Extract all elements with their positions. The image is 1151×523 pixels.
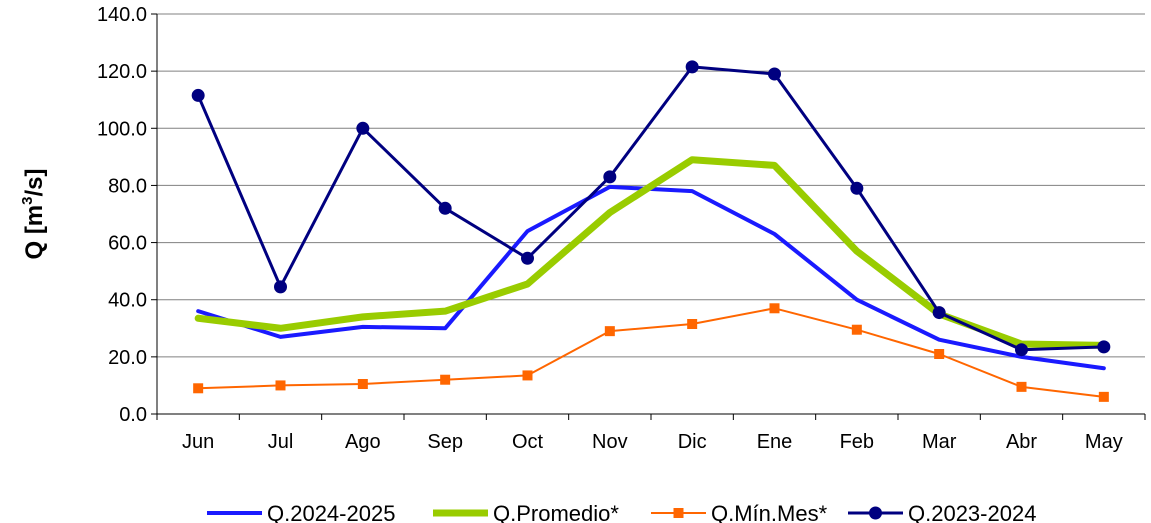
x-tick-label: Ene [757,431,793,453]
legend-entry: Q.2023-2024 [848,501,1036,523]
data-point [1015,343,1028,357]
series-line [196,65,1106,352]
legend-entry: Q.Mín.Mes* [651,501,828,523]
data-point [604,326,615,337]
data-point [687,319,698,329]
series-layer [191,60,1111,402]
series-line [194,156,1108,349]
legend-entry: Q.2024-2025 [207,501,395,523]
data-point [768,67,781,81]
legend: Q.2024-2025 Q.Promedio* Q.Mín.Mes* Q.2023-2… [207,501,1036,523]
series-q-promedio- [194,156,1108,349]
y-tick-labels: 0.0 20.0 40.0 60.0 80.0 100.0 120.0 140.0 [97,4,147,426]
data-point [274,280,287,294]
data-point [769,303,780,314]
x-tick-label: Oct [512,431,544,453]
data-point [1098,391,1109,402]
y-tick-label: 140.0 [97,4,147,26]
x-tick-label: Feb [840,431,874,453]
data-point [685,60,699,74]
x-tick-label: Ago [345,431,381,453]
axes [151,13,1146,420]
data-point [191,88,205,102]
data-point [440,374,451,385]
data-point [357,379,368,389]
x-tick-label: May [1085,431,1123,453]
y-tick-label: 20.0 [108,347,147,369]
data-point [603,170,617,184]
x-tick-labels: Jun Jul Ago Sep Oct Nov Dic Ene Feb Mar Abr May [182,431,1123,453]
data-point [1097,340,1111,354]
series-q-2023-2024 [191,60,1111,357]
data-point [521,251,534,265]
legend-marker [869,506,882,520]
data-point [851,324,862,335]
data-point [438,201,452,215]
x-tick-label: Dic [678,431,707,453]
legend-label: Q.Promedio* [493,501,619,523]
x-tick-label: Jul [268,431,294,453]
data-point [193,383,204,394]
data-point [356,121,370,135]
y-tick-label: 60.0 [108,233,147,255]
series-line [197,307,1105,398]
y-tick-label: 80.0 [108,175,147,197]
x-tick-label: Nov [592,431,628,453]
y-tick-label: 40.0 [108,290,147,312]
series-q-m-n-mes- [193,303,1109,402]
data-point [275,380,286,391]
y-tick-label: 120.0 [97,61,147,83]
legend-marker [673,508,684,518]
data-point [934,349,945,359]
legend-label: Q.2023-2024 [908,501,1036,523]
legend-entry: Q.Promedio* [433,501,619,523]
x-tick-label: Sep [427,431,463,453]
data-point [522,370,533,381]
series-q-2024-2025 [196,184,1106,371]
x-tick-label: Jun [182,431,214,453]
gridlines [157,13,1145,358]
data-point [932,306,946,320]
x-tick-label: Abr [1006,431,1037,453]
legend-label: Q.Mín.Mes* [711,501,828,523]
x-tick-label: Mar [922,431,957,453]
y-tick-label: 0.0 [119,404,147,426]
y-tick-label: 100.0 [97,118,147,140]
data-point [1016,381,1027,392]
legend-label: Q.2024-2025 [267,501,395,523]
y-axis-label: Q [m3/s] [19,168,48,259]
data-point [850,181,864,195]
series-line [196,184,1106,371]
